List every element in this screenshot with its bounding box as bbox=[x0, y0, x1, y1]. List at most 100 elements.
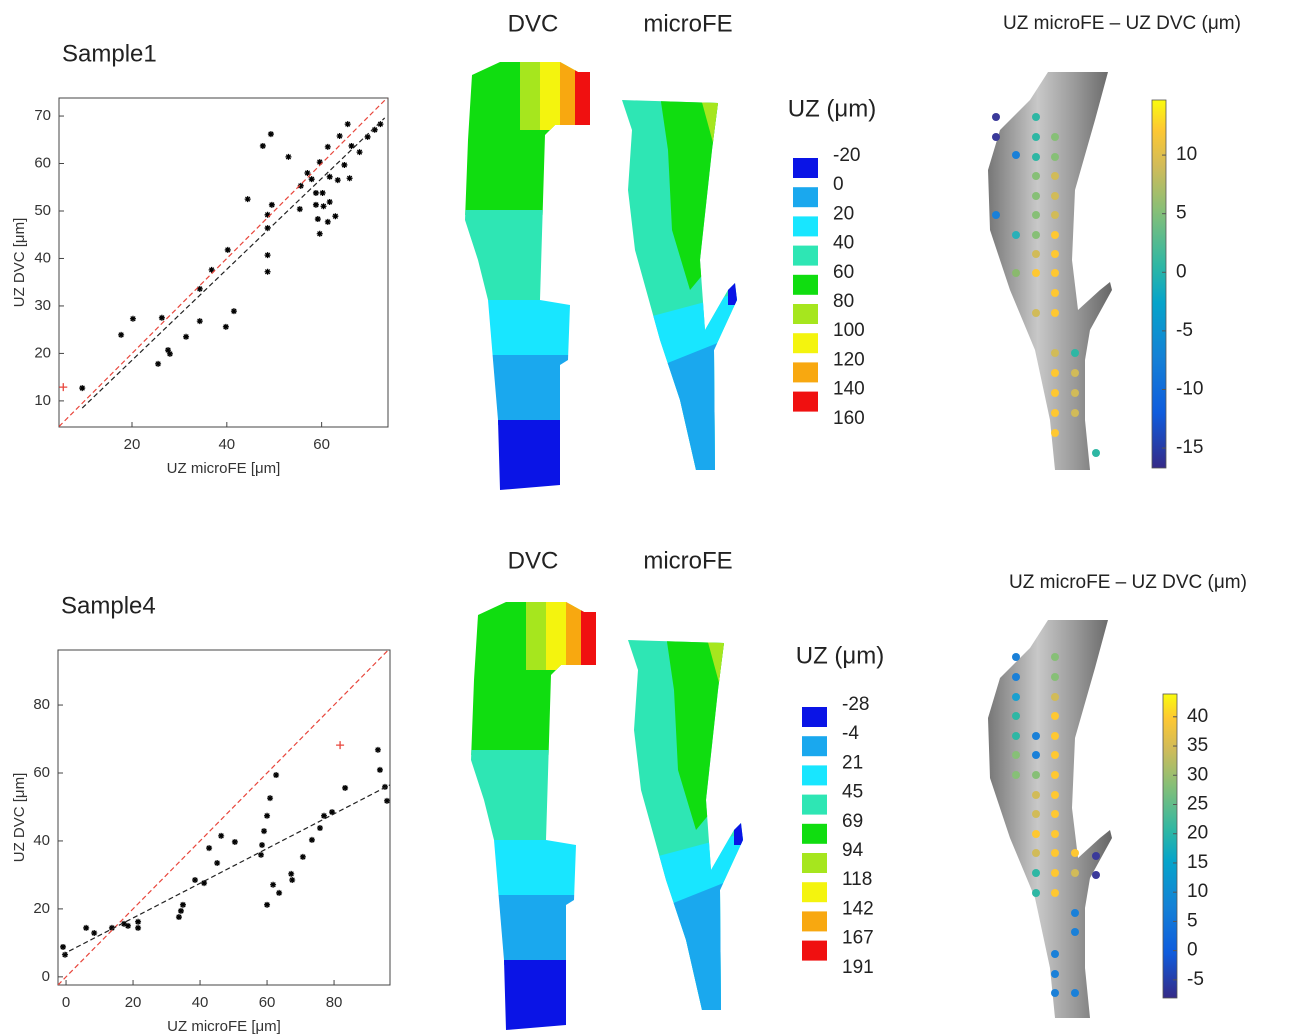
colorbar-title: UZ microFE – UZ DVC (μm) bbox=[1003, 13, 1241, 34]
data-point bbox=[245, 196, 251, 202]
measurement-dot bbox=[1032, 732, 1040, 740]
measurement-dot bbox=[1012, 693, 1020, 701]
measurement-dot bbox=[1032, 791, 1040, 799]
measurement-dot bbox=[1051, 869, 1059, 877]
data-point bbox=[335, 177, 341, 183]
data-point bbox=[130, 316, 136, 322]
data-point bbox=[197, 286, 203, 292]
y-tick-label: 80 bbox=[33, 696, 50, 713]
dvc-label: DVC bbox=[508, 10, 559, 37]
legend-value: 140 bbox=[833, 379, 865, 400]
measurement-dot bbox=[1051, 133, 1059, 141]
data-point bbox=[125, 923, 131, 929]
measurement-dot bbox=[1051, 172, 1059, 180]
measurement-dot bbox=[992, 211, 1000, 219]
y-tick-label: 50 bbox=[34, 202, 51, 219]
data-point bbox=[325, 219, 331, 225]
measurement-dot bbox=[1032, 172, 1040, 180]
y-tick-label: 60 bbox=[33, 764, 50, 781]
measurement-dot bbox=[1051, 211, 1059, 219]
data-point bbox=[321, 203, 327, 209]
y-tick-label: 40 bbox=[33, 832, 50, 849]
colorbar-tick-label: 40 bbox=[1187, 706, 1208, 727]
bone-model bbox=[988, 72, 1112, 470]
measurement-dot bbox=[1051, 289, 1059, 297]
measurement-dot bbox=[1071, 849, 1079, 857]
x-tick-label: 0 bbox=[62, 994, 70, 1011]
data-point bbox=[83, 925, 89, 931]
data-point bbox=[258, 852, 264, 858]
x-tick-label: 60 bbox=[259, 994, 276, 1011]
legend-value: 40 bbox=[833, 233, 854, 254]
measurement-dot bbox=[1051, 810, 1059, 818]
legend-swatch bbox=[802, 941, 827, 961]
microfe-label: microFE bbox=[643, 547, 732, 574]
chart-title: Sample4 bbox=[61, 592, 156, 619]
measurement-dot bbox=[1032, 771, 1040, 779]
microfe-label: microFE bbox=[643, 10, 732, 37]
colorbar-tick-label: 20 bbox=[1187, 823, 1208, 844]
legend-value: -20 bbox=[833, 145, 860, 166]
data-point bbox=[183, 334, 189, 340]
legend-swatch bbox=[793, 158, 818, 178]
y-tick-label: 40 bbox=[34, 249, 51, 266]
measurement-dot bbox=[1012, 751, 1020, 759]
data-point bbox=[297, 206, 303, 212]
data-point bbox=[276, 890, 282, 896]
data-point bbox=[264, 902, 270, 908]
data-point bbox=[155, 361, 161, 367]
colorbar-tick-label: 15 bbox=[1187, 852, 1208, 873]
data-point bbox=[342, 785, 348, 791]
data-point bbox=[270, 882, 276, 888]
measurement-dot bbox=[1032, 250, 1040, 258]
measurement-dot bbox=[1071, 989, 1079, 997]
x-axis-label: UZ microFE [μm] bbox=[167, 460, 281, 477]
measurement-dot bbox=[1051, 989, 1059, 997]
measurement-dot bbox=[1071, 349, 1079, 357]
measurement-dot bbox=[1051, 889, 1059, 897]
measurement-dot bbox=[1032, 192, 1040, 200]
data-point bbox=[375, 747, 381, 753]
data-point bbox=[320, 190, 326, 196]
data-point bbox=[357, 149, 363, 155]
data-point bbox=[309, 176, 315, 182]
data-point bbox=[135, 925, 141, 931]
legend-swatch bbox=[793, 275, 818, 295]
measurement-dot bbox=[1032, 810, 1040, 818]
legend-value: 120 bbox=[833, 349, 865, 370]
measurement-dot bbox=[1071, 409, 1079, 417]
data-point bbox=[206, 845, 212, 851]
figure: 20406010203040506070Sample1UZ microFE [μ… bbox=[0, 0, 1306, 1036]
measurement-dot bbox=[1092, 871, 1100, 879]
legend-value: 0 bbox=[833, 174, 844, 195]
colorbar-tick-label: -15 bbox=[1176, 437, 1203, 458]
data-point bbox=[178, 908, 184, 914]
measurement-dot bbox=[1012, 653, 1020, 661]
measurement-dot bbox=[1032, 751, 1040, 759]
data-point bbox=[269, 202, 275, 208]
measurement-dot bbox=[1051, 250, 1059, 258]
data-point bbox=[118, 332, 124, 338]
legend-value: 21 bbox=[842, 752, 863, 773]
colorbar-tick-label: 35 bbox=[1187, 735, 1208, 756]
measurement-dot bbox=[1051, 791, 1059, 799]
y-tick-label: 60 bbox=[34, 154, 51, 171]
y-tick-label: 10 bbox=[34, 392, 51, 409]
dvc-label: DVC bbox=[508, 547, 559, 574]
data-point bbox=[214, 860, 220, 866]
colorbar-tick-label: 25 bbox=[1187, 794, 1208, 815]
measurement-dot bbox=[1012, 231, 1020, 239]
measurement-dot bbox=[1051, 751, 1059, 759]
data-point bbox=[259, 842, 265, 848]
data-point bbox=[345, 121, 351, 127]
dvc-map bbox=[440, 55, 600, 500]
measurement-dot bbox=[1032, 133, 1040, 141]
x-tick-label: 60 bbox=[313, 436, 330, 453]
data-point bbox=[313, 190, 319, 196]
legend-swatch bbox=[793, 187, 818, 207]
data-point bbox=[300, 854, 306, 860]
y-tick-label: 0 bbox=[42, 968, 50, 985]
data-point bbox=[167, 351, 173, 357]
legend-swatch bbox=[802, 795, 827, 815]
data-point bbox=[288, 871, 294, 877]
